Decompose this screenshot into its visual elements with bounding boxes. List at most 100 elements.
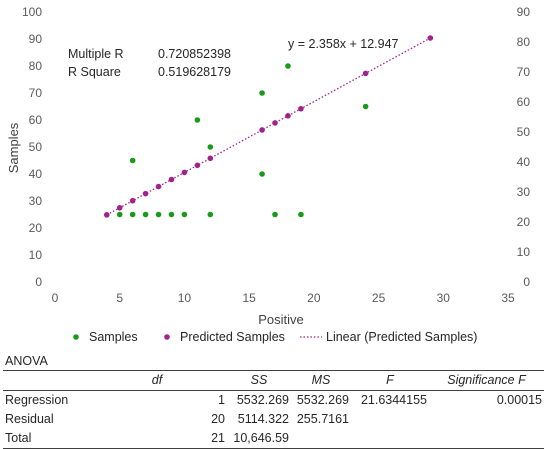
points-layer bbox=[103, 35, 434, 218]
x-axis-ticks: 0 5 10 15 20 25 30 35 bbox=[52, 291, 515, 305]
y-tick-label: 40 bbox=[29, 167, 43, 181]
regression-chart: 0 10 20 30 40 50 60 70 80 90 100 0 10 20 30 40 50 60 70 80… bbox=[6, 5, 531, 344]
y2-tick-label: 10 bbox=[517, 245, 531, 259]
x-tick-label: 25 bbox=[372, 291, 386, 305]
predicted-samples-point bbox=[427, 35, 434, 41]
samples-point bbox=[259, 90, 265, 96]
trendline-equation: y = 2.358x + 12.947 bbox=[288, 37, 399, 51]
anova-header-row: df SS MS F Significance F bbox=[3, 370, 544, 391]
y-tick-label: 20 bbox=[29, 221, 43, 235]
samples-point bbox=[155, 211, 162, 218]
x-tick-label: 20 bbox=[307, 291, 321, 305]
y-tick-label: 30 bbox=[29, 194, 43, 208]
y-axis-title: Samples bbox=[6, 122, 21, 173]
legend-marker-samples bbox=[73, 334, 79, 340]
predicted-samples-point bbox=[168, 176, 175, 183]
anova-table: df SS MS F Significance F Regression 1 5532.26… bbox=[3, 370, 544, 449]
y2-tick-label: 40 bbox=[517, 155, 531, 169]
table-row: Residual 20 5114.322 255.7161 bbox=[3, 410, 544, 429]
anova-cell bbox=[291, 429, 351, 449]
samples-point bbox=[207, 144, 214, 150]
y-tick-label: 100 bbox=[22, 5, 42, 19]
anova-cell: 255.7161 bbox=[296, 412, 349, 426]
samples-point bbox=[129, 157, 136, 164]
samples-point bbox=[259, 171, 265, 177]
y-tick-label: 90 bbox=[29, 32, 43, 46]
anova-cell bbox=[429, 429, 544, 449]
y2-tick-label: 90 bbox=[517, 5, 531, 19]
predicted-samples-point bbox=[298, 105, 304, 112]
y2-tick-label: 20 bbox=[517, 215, 531, 229]
y2-tick-label: 0 bbox=[523, 275, 530, 289]
anova-header-cell: F bbox=[351, 370, 429, 391]
x-tick-label: 30 bbox=[437, 291, 451, 305]
samples-point bbox=[298, 211, 304, 218]
samples-point bbox=[272, 211, 278, 218]
y-axis-left-ticks: 0 10 20 30 40 50 60 70 80 90 100 bbox=[22, 5, 42, 289]
y-tick-label: 10 bbox=[29, 248, 43, 262]
legend-label-linear: Linear (Predicted Samples) bbox=[326, 330, 477, 344]
table-row: Regression 1 5532.269 5532.269 21.6344155 0.0… bbox=[3, 391, 544, 411]
x-tick-label: 5 bbox=[116, 291, 123, 305]
anova-cell: 10,646.59 bbox=[227, 429, 291, 449]
x-tick-label: 35 bbox=[501, 291, 515, 305]
trendline bbox=[106, 37, 431, 216]
samples-point bbox=[181, 211, 188, 218]
stat-label: R Square bbox=[68, 65, 121, 79]
predicted-samples-point bbox=[207, 155, 214, 162]
y-axis-right-ticks: 0 10 20 30 40 50 60 70 80 90 bbox=[517, 5, 531, 289]
stat-value: 0.519628179 bbox=[158, 65, 231, 79]
chart-canvas: 0 10 20 30 40 50 60 70 80 90 100 0 10 20 30 40 50 60 70 80… bbox=[6, 5, 531, 344]
predicted-samples-point bbox=[181, 169, 188, 176]
predicted-samples-point bbox=[259, 127, 265, 133]
samples-point bbox=[362, 103, 369, 110]
x-tick-label: 10 bbox=[178, 291, 192, 305]
samples-point bbox=[142, 211, 149, 218]
anova-cell: Residual bbox=[5, 412, 54, 426]
anova-body: Regression 1 5532.269 5532.269 21.6344155 0.0… bbox=[3, 391, 544, 449]
predicted-samples-point bbox=[129, 197, 136, 204]
anova-cell bbox=[429, 410, 544, 429]
anova-cell: 5114.322 bbox=[237, 412, 289, 426]
chart-legend: Samples Predicted Samples Linear (Predicte… bbox=[73, 330, 477, 344]
predicted-samples-point bbox=[362, 70, 369, 77]
y2-tick-label: 50 bbox=[517, 125, 531, 139]
legend-label-predicted: Predicted Samples bbox=[180, 330, 285, 344]
predicted-samples-point bbox=[116, 204, 123, 211]
y-tick-label: 60 bbox=[29, 113, 43, 127]
x-tick-label: 15 bbox=[242, 291, 256, 305]
y-tick-label: 70 bbox=[29, 86, 43, 100]
stat-value: 0.720852398 bbox=[158, 47, 231, 61]
anova-cell: 1 bbox=[218, 393, 225, 407]
y2-tick-label: 30 bbox=[517, 185, 531, 199]
trendline-layer bbox=[106, 37, 431, 216]
anova-cell bbox=[351, 410, 429, 429]
legend-marker-predicted bbox=[164, 334, 170, 340]
anova-header-cell: MS bbox=[291, 370, 351, 391]
y2-tick-label: 60 bbox=[517, 95, 531, 109]
samples-point bbox=[194, 117, 201, 123]
stat-label: Multiple R bbox=[68, 47, 124, 61]
predicted-samples-point bbox=[285, 113, 291, 119]
y2-tick-label: 80 bbox=[517, 35, 531, 49]
anova-cell: 21 bbox=[87, 429, 227, 449]
anova-section: ANOVA df SS MS F Significance F Regression 1 5… bbox=[3, 352, 544, 449]
predicted-samples-point bbox=[155, 183, 162, 190]
anova-cell bbox=[351, 429, 429, 449]
anova-header-cell: SS bbox=[227, 370, 291, 391]
anova-header-cell: df bbox=[87, 370, 227, 391]
predicted-samples-point bbox=[103, 212, 110, 218]
anova-cell: 21.6344155 bbox=[360, 393, 427, 407]
predicted-samples-point bbox=[142, 190, 149, 197]
anova-cell: Total bbox=[3, 429, 87, 449]
samples-point bbox=[285, 63, 291, 69]
anova-cell: 5532.269 bbox=[236, 393, 289, 407]
y2-tick-label: 70 bbox=[517, 65, 531, 79]
samples-point bbox=[129, 211, 136, 218]
anova-header-cell: Significance F bbox=[429, 370, 544, 391]
anova-cell: Regression bbox=[5, 393, 69, 407]
legend-label-samples: Samples bbox=[89, 330, 138, 344]
anova-cell: 0.00015 bbox=[496, 393, 542, 407]
predicted-samples-point bbox=[194, 162, 201, 169]
samples-point bbox=[116, 211, 123, 218]
